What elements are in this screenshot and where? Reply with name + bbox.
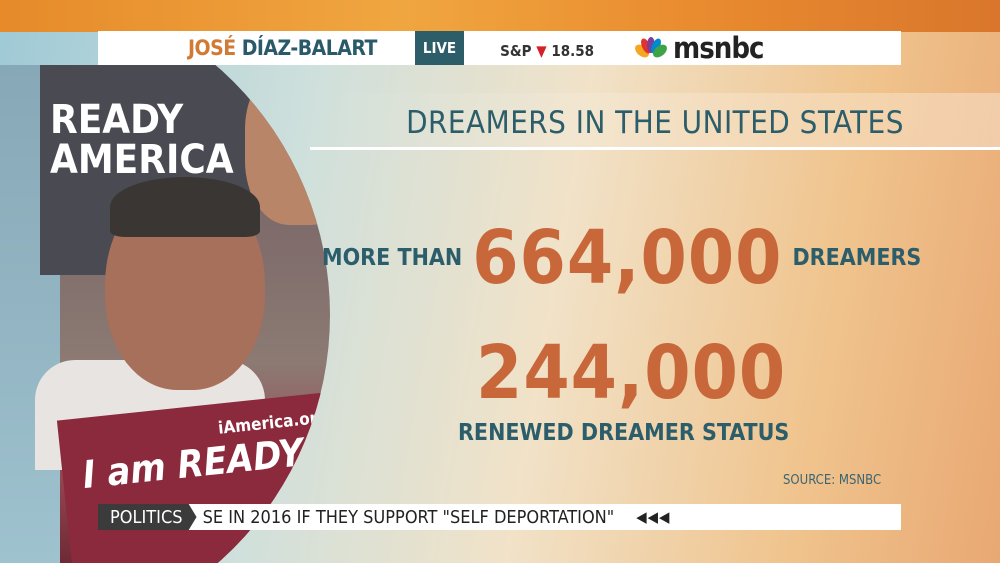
network-name: msnbc xyxy=(673,31,764,65)
graphic-title: DREAMERS IN THE UNITED STATES xyxy=(406,105,904,141)
ticker-category: POLITICS xyxy=(98,504,197,530)
protest-photo: READY AMERICA iAmerica.org I am READY xyxy=(0,65,330,563)
anchor-name: JOSÉ DÍAZ-BALART xyxy=(188,36,377,60)
top-bar: JOSÉ DÍAZ-BALART LIVE S&P ▼ 18.58 msnbc xyxy=(98,31,901,65)
stat2-label: RENEWED DREAMER STATUS xyxy=(458,420,790,446)
ticker-arrows-icon: ◀◀◀ xyxy=(636,508,671,526)
stat2-value: 244,000 xyxy=(476,330,787,416)
ticker-text: SE IN 2016 IF THEY SUPPORT "SELF DEPORTA… xyxy=(202,506,615,528)
market-ticker: S&P ▼ 18.58 xyxy=(500,42,594,60)
anchor-last-name: DÍAZ-BALART xyxy=(241,36,378,60)
i-am-ready-sign: iAmerica.org I am READY xyxy=(56,390,330,563)
news-ticker: POLITICS SE IN 2016 IF THEY SUPPORT "SEL… xyxy=(98,504,901,530)
down-arrow-icon: ▼ xyxy=(536,42,547,60)
stat1-prefix: MORE THAN xyxy=(322,245,463,271)
graphic-title-bar: DREAMERS IN THE UNITED STATES xyxy=(310,93,1000,150)
anchor-first-name: JOSÉ xyxy=(188,36,236,60)
stat-row-1: MORE THAN 664,000 DREAMERS xyxy=(322,215,921,301)
top-stripe xyxy=(0,0,1000,32)
stat1-value: 664,000 xyxy=(472,215,783,301)
peacock-icon xyxy=(635,37,667,58)
msnbc-logo: msnbc xyxy=(634,31,764,65)
source-credit: SOURCE: MSNBC xyxy=(783,473,882,488)
live-badge: LIVE xyxy=(414,31,465,65)
market-index: S&P xyxy=(500,42,532,60)
stat1-suffix: DREAMERS xyxy=(792,245,922,271)
market-change: 18.58 xyxy=(551,42,595,60)
